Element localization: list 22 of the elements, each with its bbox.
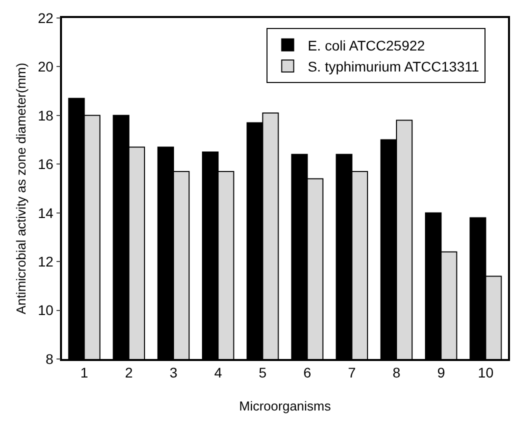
x-tick-label: 10 bbox=[478, 364, 494, 381]
x-axis-title: Microorganisms bbox=[239, 398, 332, 414]
x-tick-label: 2 bbox=[125, 364, 133, 381]
y-tick-label: 14 bbox=[38, 204, 54, 221]
x-tick-label: 9 bbox=[437, 364, 446, 381]
x-tick-label: 1 bbox=[80, 364, 88, 381]
y-axis-title: Antimicrobial activity as zone diameter(mm) bbox=[14, 62, 28, 314]
y-tick-label: 10 bbox=[38, 302, 54, 318]
x-tick-label: 6 bbox=[303, 364, 312, 381]
y-tick-label: 12 bbox=[38, 253, 54, 270]
y-tick-label: 22 bbox=[38, 10, 54, 26]
x-tick-label: 5 bbox=[258, 364, 267, 381]
y-tick-label: 18 bbox=[38, 107, 54, 124]
legend-label: S. typhimurium ATCC13311 bbox=[308, 58, 480, 74]
legend-label: E. coli ATCC25922 bbox=[308, 37, 426, 54]
x-tick-label: 3 bbox=[170, 364, 178, 381]
y-tick-label: 16 bbox=[38, 156, 54, 172]
x-tick-label: 4 bbox=[214, 364, 222, 381]
x-tick-label: 7 bbox=[348, 364, 356, 381]
x-tick-label: 8 bbox=[392, 364, 401, 381]
y-tick-label: 20 bbox=[38, 58, 54, 75]
y-tick-label: 8 bbox=[46, 350, 54, 367]
